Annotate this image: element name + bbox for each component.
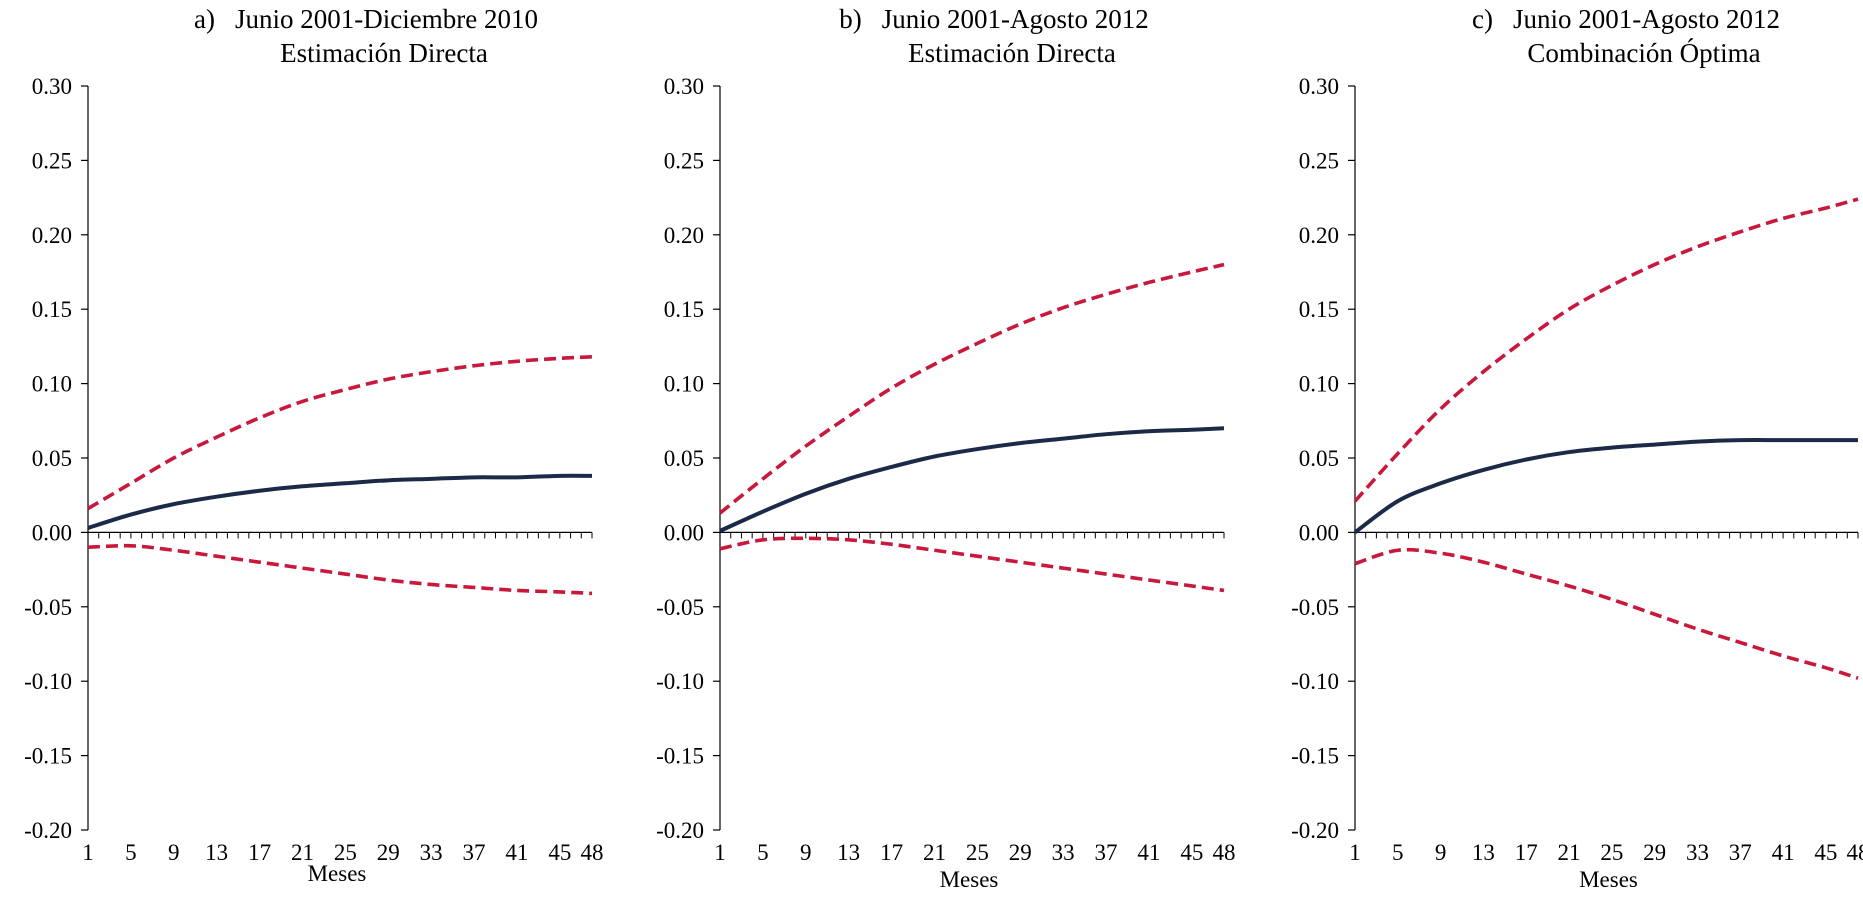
x-tick-label: 17 xyxy=(1515,840,1538,865)
x-axis-label: Meses xyxy=(940,867,999,892)
panel-title-text: Junio 2001-Diciembre 2010 xyxy=(235,4,538,34)
x-tick-label: 1 xyxy=(1349,840,1361,865)
panel-subtitle: Combinación Óptima xyxy=(1527,38,1760,68)
x-tick-label: 21 xyxy=(1558,840,1581,865)
panel-subtitle: Estimación Directa xyxy=(280,38,488,68)
x-tick-label: 1 xyxy=(82,840,94,865)
x-tick-label: 5 xyxy=(757,840,769,865)
y-tick-label: 0.15 xyxy=(32,297,72,322)
y-tick-label: -0.20 xyxy=(1291,818,1339,843)
x-tick-label: 21 xyxy=(923,840,946,865)
x-tick-label: 29 xyxy=(377,840,400,865)
y-tick-label: -0.05 xyxy=(1291,595,1339,620)
y-tick-label: -0.15 xyxy=(656,744,704,769)
series-line-lower xyxy=(720,538,1224,590)
x-tick-label: 41 xyxy=(1772,840,1795,865)
panel-3: c) Junio 2001-Agosto 2012 Combinación Ópti… xyxy=(1291,4,1863,892)
series-line-upper xyxy=(720,265,1224,514)
x-tick-label: 25 xyxy=(966,840,989,865)
y-tick-label: 0.20 xyxy=(32,223,72,248)
x-tick-label: 9 xyxy=(168,840,180,865)
x-tick-label: 9 xyxy=(800,840,812,865)
series-line-lower xyxy=(88,546,592,594)
y-tick-label: -0.20 xyxy=(24,818,72,843)
y-tick-label: 0.15 xyxy=(1299,297,1339,322)
x-tick-label: 29 xyxy=(1009,840,1032,865)
y-tick-label: 0.20 xyxy=(664,223,704,248)
x-tick-label: 9 xyxy=(1435,840,1447,865)
panel-title: a) Junio 2001-Diciembre 2010 xyxy=(194,4,538,34)
panel-title-text: Junio 2001-Agosto 2012 xyxy=(1513,4,1780,34)
x-axis-label: Meses xyxy=(308,861,367,886)
y-tick-label: 0.25 xyxy=(32,148,72,173)
panel-1: a) Junio 2001-Diciembre 2010 Estimación Di… xyxy=(24,4,603,886)
y-tick-label: -0.15 xyxy=(24,744,72,769)
y-tick-label: 0.00 xyxy=(1299,520,1339,545)
y-tick-label: 0.10 xyxy=(32,372,72,397)
y-tick-label: 0.00 xyxy=(664,520,704,545)
series-line-lower xyxy=(1355,550,1858,679)
x-tick-label: 13 xyxy=(837,840,860,865)
x-tick-label: 17 xyxy=(880,840,903,865)
y-tick-label: -0.10 xyxy=(1291,669,1339,694)
x-tick-label: 48 xyxy=(581,840,604,865)
panel-title-text: Junio 2001-Agosto 2012 xyxy=(882,4,1149,34)
x-tick-label: 17 xyxy=(248,840,271,865)
panel-subtitle: Estimación Directa xyxy=(908,38,1116,68)
y-tick-label: 0.30 xyxy=(1299,74,1339,99)
x-tick-label: 25 xyxy=(1600,840,1623,865)
x-tick-label: 33 xyxy=(1686,840,1709,865)
x-tick-label: 1 xyxy=(714,840,726,865)
panel-title: c) Junio 2001-Agosto 2012 xyxy=(1472,4,1780,34)
panel-label: c) xyxy=(1472,4,1493,34)
x-tick-label: 41 xyxy=(1137,840,1160,865)
y-tick-label: -0.05 xyxy=(24,595,72,620)
series-line-upper xyxy=(1355,199,1858,501)
y-tick-label: 0.05 xyxy=(1299,446,1339,471)
x-tick-label: 45 xyxy=(548,840,571,865)
x-tick-label: 41 xyxy=(505,840,528,865)
y-tick-label: -0.10 xyxy=(656,669,704,694)
x-tick-label: 37 xyxy=(1729,840,1752,865)
x-tick-label: 5 xyxy=(125,840,137,865)
y-tick-label: -0.20 xyxy=(656,818,704,843)
panel-title: b) Junio 2001-Agosto 2012 xyxy=(839,4,1149,34)
y-tick-label: 0.05 xyxy=(664,446,704,471)
x-tick-label: 29 xyxy=(1643,840,1666,865)
y-tick-label: 0.30 xyxy=(664,74,704,99)
x-tick-label: 45 xyxy=(1814,840,1837,865)
x-tick-label: 37 xyxy=(1095,840,1118,865)
x-tick-label: 48 xyxy=(1213,840,1236,865)
y-tick-label: 0.10 xyxy=(1299,372,1339,397)
x-tick-label: 45 xyxy=(1180,840,1203,865)
series-line-upper xyxy=(88,357,592,509)
series-line-estimate xyxy=(720,428,1224,531)
y-tick-label: 0.25 xyxy=(664,148,704,173)
series-line-estimate xyxy=(1355,440,1858,532)
y-tick-label: 0.25 xyxy=(1299,148,1339,173)
series-line-estimate xyxy=(88,476,592,528)
x-tick-label: 13 xyxy=(205,840,228,865)
y-tick-label: 0.05 xyxy=(32,446,72,471)
x-tick-label: 33 xyxy=(1052,840,1075,865)
x-tick-label: 5 xyxy=(1392,840,1404,865)
x-axis-label: Meses xyxy=(1579,867,1638,892)
y-tick-label: 0.15 xyxy=(664,297,704,322)
panel-label: b) xyxy=(839,4,862,34)
panel-2: b) Junio 2001-Agosto 2012 Estimación Direc… xyxy=(656,4,1235,892)
y-tick-label: 0.10 xyxy=(664,372,704,397)
panel-label: a) xyxy=(194,4,215,34)
x-tick-label: 37 xyxy=(463,840,486,865)
y-tick-label: -0.05 xyxy=(656,595,704,620)
y-tick-label: 0.30 xyxy=(32,74,72,99)
x-tick-label: 33 xyxy=(420,840,443,865)
x-tick-label: 13 xyxy=(1472,840,1495,865)
y-tick-label: -0.15 xyxy=(1291,744,1339,769)
y-tick-label: -0.10 xyxy=(24,669,72,694)
x-tick-label: 48 xyxy=(1847,840,1863,865)
y-tick-label: 0.00 xyxy=(32,520,72,545)
y-tick-label: 0.20 xyxy=(1299,223,1339,248)
